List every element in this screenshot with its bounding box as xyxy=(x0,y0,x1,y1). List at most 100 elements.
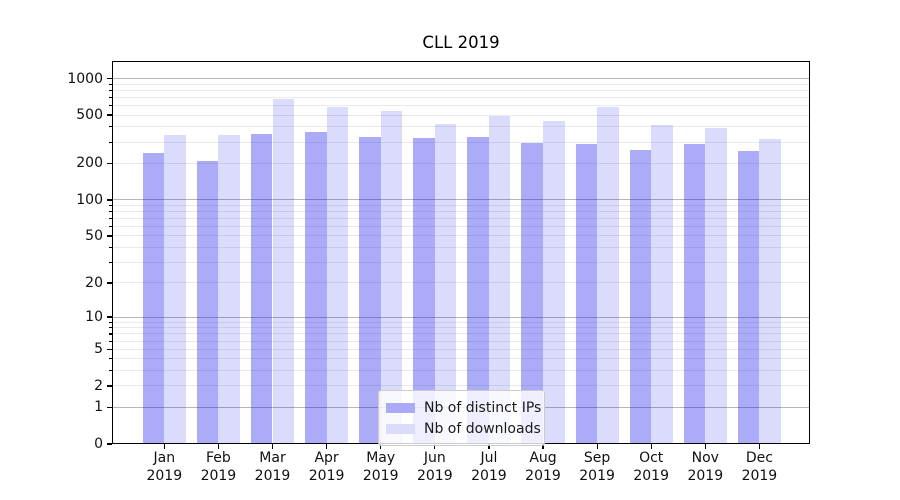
gridline-minor xyxy=(112,327,810,329)
x-tick-mark xyxy=(326,444,328,449)
bar-downloads-sep xyxy=(597,106,619,444)
gridline-minor xyxy=(112,321,810,323)
bar-downloads-may xyxy=(380,111,403,444)
x-tick-mark xyxy=(704,444,706,449)
y-tick-mark xyxy=(106,77,112,80)
y-minor-tick-mark xyxy=(108,141,112,143)
bar-distinct-ips-jul xyxy=(467,136,489,444)
y-tick-label: 500 xyxy=(76,107,103,124)
plot-area xyxy=(112,61,810,444)
x-tick-label: Oct 2019 xyxy=(633,450,669,484)
x-tick-label: Jul 2019 xyxy=(471,450,507,484)
chart-title: CLL 2019 xyxy=(422,33,500,52)
y-tick-label: 100 xyxy=(76,191,103,208)
y-minor-tick-mark xyxy=(108,217,112,220)
bar-distinct-ips-aug xyxy=(521,143,543,444)
y-tick-mark xyxy=(106,443,112,445)
gridline-minor xyxy=(112,385,810,387)
y-tick-label: 1000 xyxy=(67,70,103,87)
gridline-minor xyxy=(112,358,810,360)
bar-layer xyxy=(112,61,810,444)
legend-label-distinct-ips: Nb of distinct IPs xyxy=(424,399,542,416)
bar-downloads-aug xyxy=(543,120,565,444)
gridline-minor xyxy=(112,333,810,335)
y-tick-mark xyxy=(106,385,112,387)
bar-downloads-jul xyxy=(488,115,511,444)
y-tick-mark xyxy=(106,316,112,318)
x-tick-label: Dec 2019 xyxy=(741,450,778,484)
y-tick-mark xyxy=(106,406,112,409)
x-tick-mark xyxy=(488,444,490,449)
bar-downloads-mar xyxy=(272,99,295,444)
y-minor-tick-mark xyxy=(108,126,112,128)
x-tick-label: Sep 2019 xyxy=(579,450,615,484)
gridline-minor xyxy=(112,114,810,116)
x-tick-label: Nov 2019 xyxy=(687,450,724,484)
y-minor-tick-mark xyxy=(108,333,112,335)
y-tick-label: 200 xyxy=(76,155,103,172)
x-tick-label: Apr 2019 xyxy=(308,450,345,484)
bar-distinct-ips-oct xyxy=(629,150,652,444)
gridline-major xyxy=(112,199,810,201)
x-tick-label: Feb 2019 xyxy=(200,450,237,484)
y-minor-tick-mark xyxy=(108,358,112,360)
x-tick-label: Jan 2019 xyxy=(146,450,183,484)
bar-downloads-apr xyxy=(326,107,349,444)
y-tick-label: 50 xyxy=(85,227,103,244)
gridline-minor xyxy=(112,235,810,237)
gridline-minor xyxy=(112,89,810,91)
bar-distinct-ips-jan xyxy=(142,153,165,444)
legend-item-downloads: Nb of downloads xyxy=(386,418,541,439)
y-tick-label: 1 xyxy=(94,399,103,416)
bar-downloads-jun xyxy=(434,124,457,444)
bar-downloads-oct xyxy=(651,124,673,444)
y-tick-label: 10 xyxy=(85,309,103,326)
y-minor-tick-mark xyxy=(108,211,112,213)
gridline-minor xyxy=(112,96,810,98)
gridline-minor xyxy=(112,217,810,219)
x-tick-mark xyxy=(380,444,382,449)
x-tick-label: Mar 2019 xyxy=(254,450,291,484)
legend: Nb of distinct IPs Nb of downloads xyxy=(378,390,545,446)
gridline-minor xyxy=(112,141,810,143)
bar-distinct-ips-may xyxy=(359,137,381,444)
y-minor-tick-mark xyxy=(108,83,112,85)
bar-distinct-ips-apr xyxy=(305,132,327,444)
y-minor-tick-mark xyxy=(108,340,112,342)
x-tick-mark xyxy=(434,444,436,449)
x-tick-label: Aug 2019 xyxy=(525,450,561,484)
gridline-minor xyxy=(112,247,810,249)
y-minor-tick-mark xyxy=(108,226,112,228)
y-minor-tick-mark xyxy=(108,261,112,263)
bar-distinct-ips-sep xyxy=(575,144,598,444)
gridline-minor xyxy=(112,204,810,206)
y-tick-mark xyxy=(106,282,112,284)
y-tick-label: 5 xyxy=(94,341,103,358)
gridline-minor xyxy=(112,348,810,350)
x-tick-label: May 2019 xyxy=(362,450,399,484)
gridline-minor xyxy=(112,340,810,342)
legend-swatch-distinct-ips xyxy=(386,402,415,413)
gridline-minor xyxy=(112,370,810,372)
x-tick-mark xyxy=(271,444,274,449)
y-minor-tick-mark xyxy=(108,247,112,249)
gridline-major xyxy=(112,78,810,79)
y-tick-mark xyxy=(106,162,112,165)
y-minor-tick-mark xyxy=(108,370,112,372)
y-minor-tick-mark xyxy=(108,204,112,206)
bar-distinct-ips-dec xyxy=(737,150,760,444)
gridline-minor xyxy=(112,126,810,128)
y-minor-tick-mark xyxy=(108,321,112,323)
x-tick-mark xyxy=(217,444,220,449)
y-tick-mark xyxy=(106,199,112,201)
bar-downloads-jan xyxy=(164,134,186,444)
gridline-minor xyxy=(112,226,810,228)
legend-label-downloads: Nb of downloads xyxy=(424,420,541,437)
gridline-major xyxy=(112,316,810,318)
y-tick-label: 2 xyxy=(94,377,103,394)
x-tick-mark xyxy=(758,444,761,449)
y-tick-mark xyxy=(106,235,112,237)
legend-swatch-downloads xyxy=(386,423,415,434)
bar-distinct-ips-feb xyxy=(196,160,219,444)
